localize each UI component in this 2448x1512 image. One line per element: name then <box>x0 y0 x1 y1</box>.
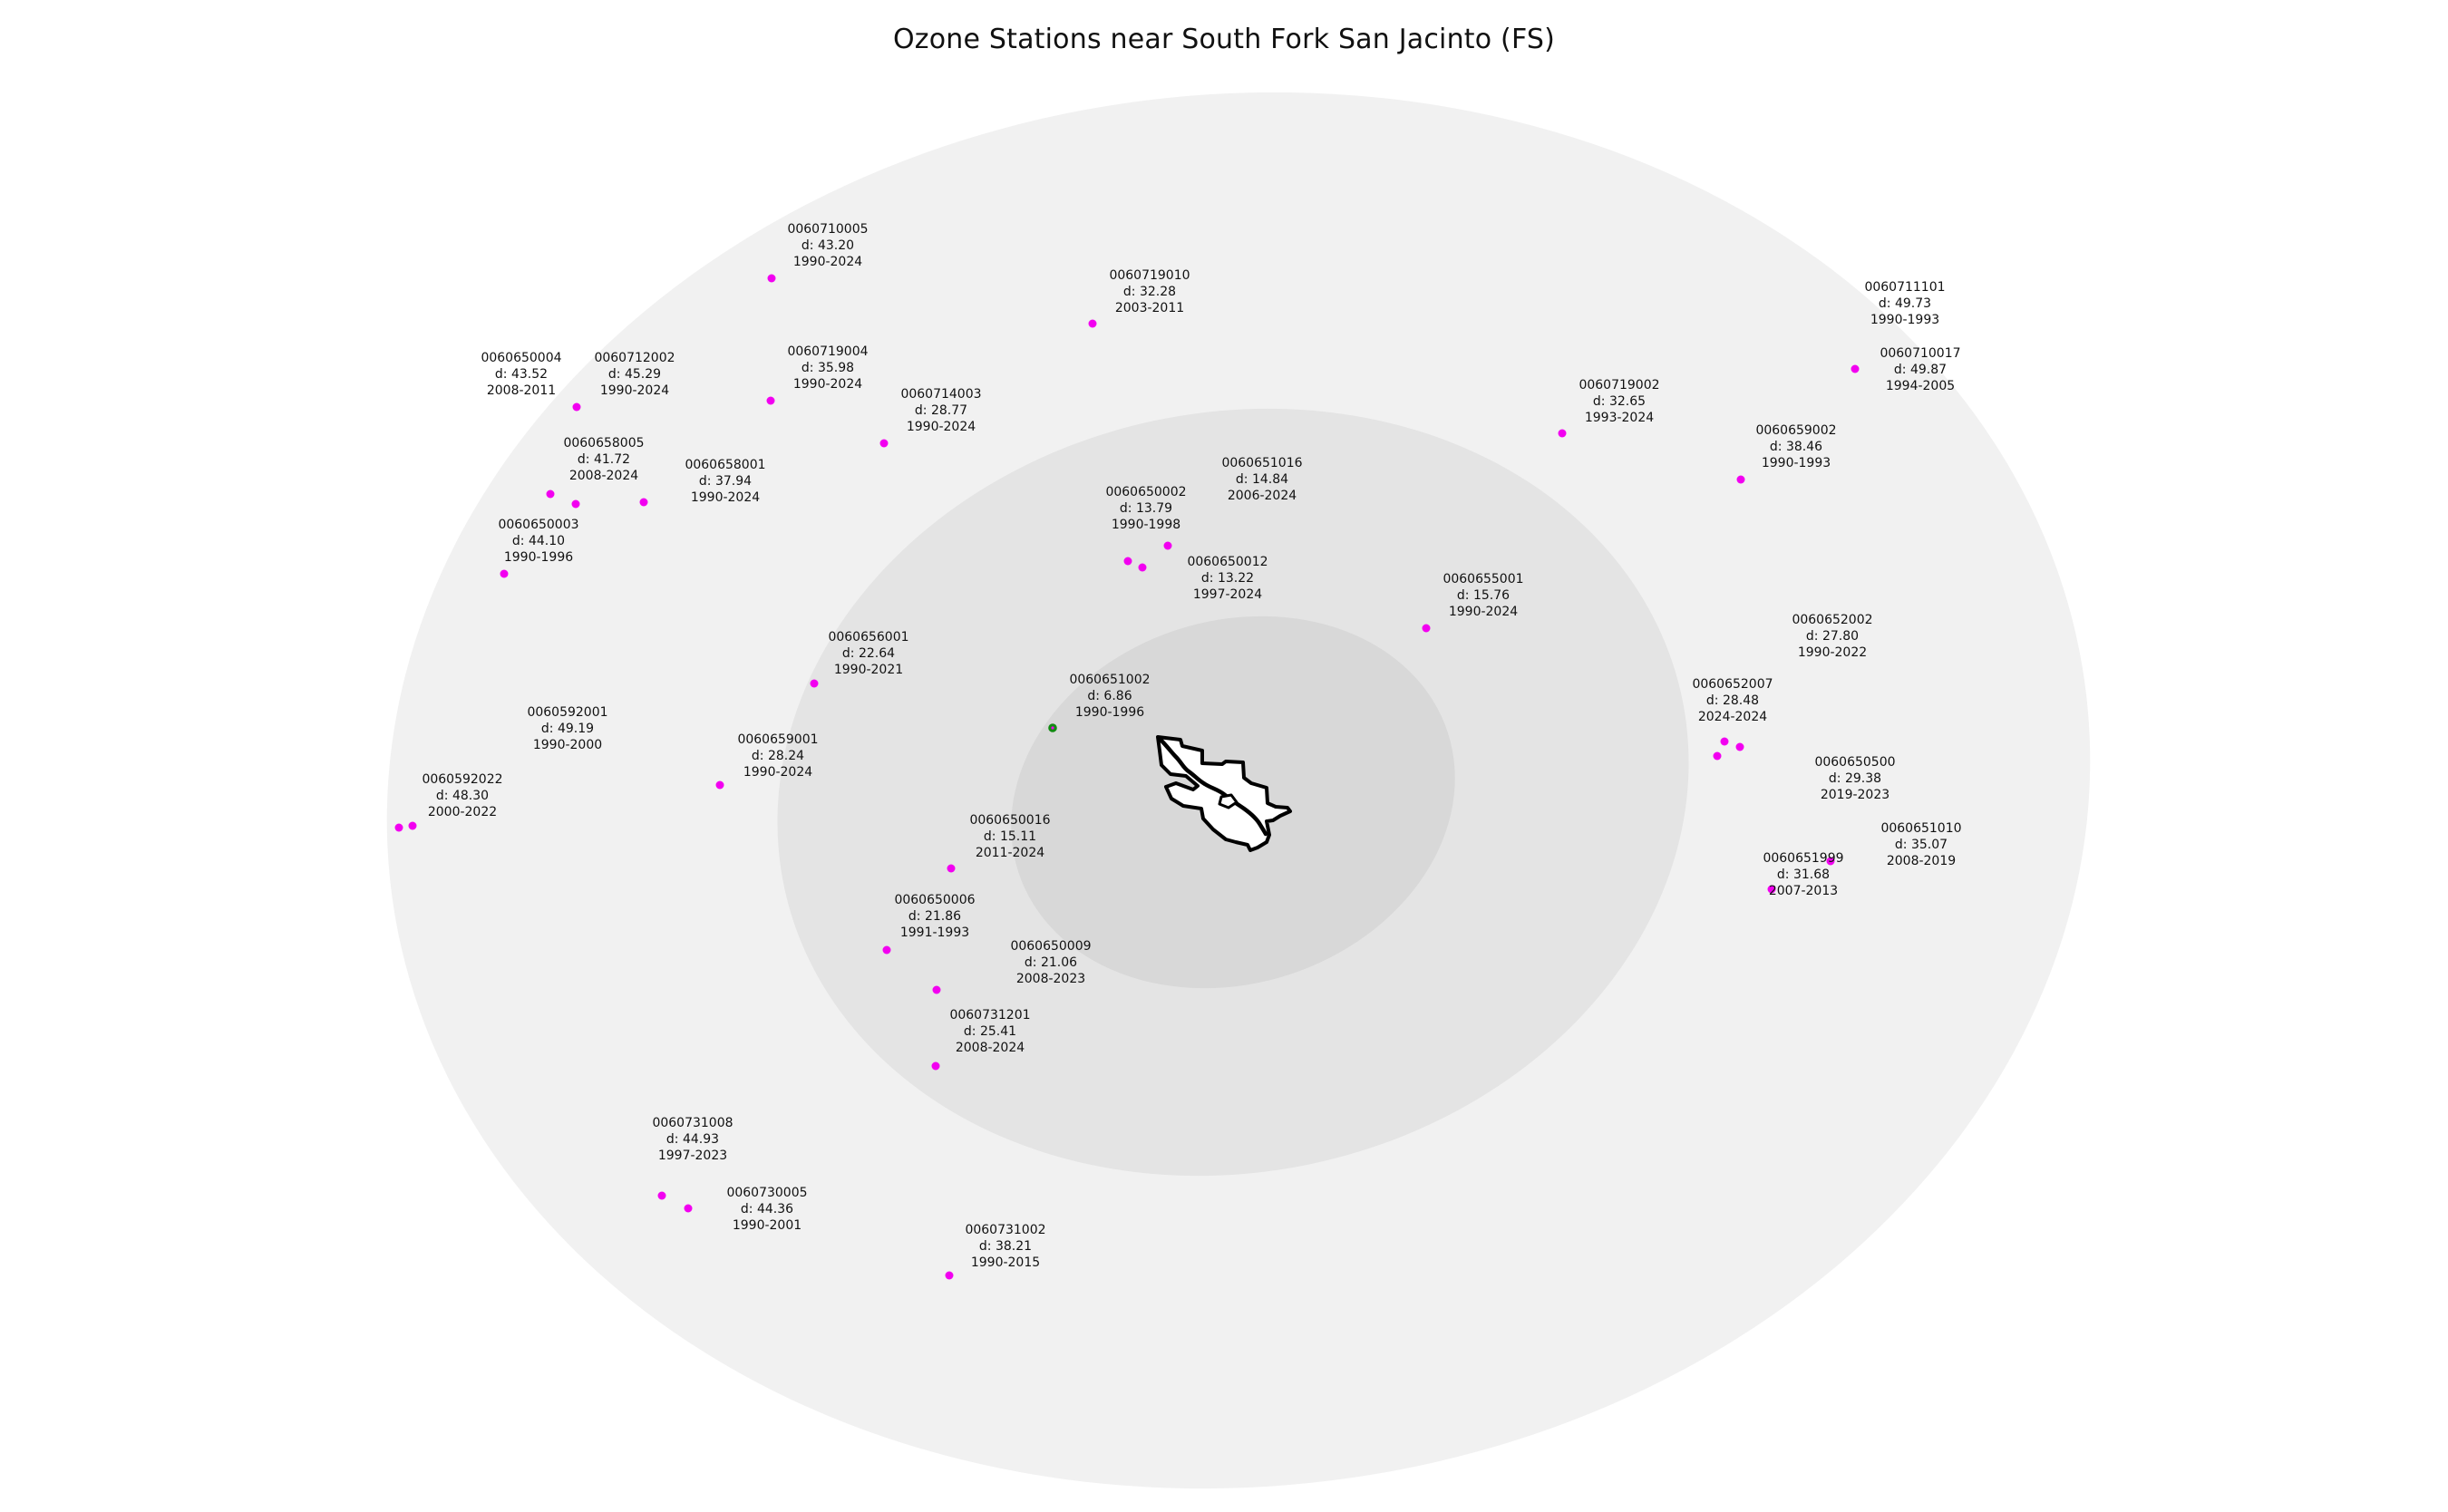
station-label: 0060719004 d: 35.98 1990-2024 <box>787 344 868 392</box>
station-label: 0060719010 d: 32.28 2003-2011 <box>1109 268 1190 315</box>
station-dot <box>932 985 941 994</box>
station-dot <box>1163 541 1172 550</box>
station-label: 0060652007 d: 28.48 2024-2024 <box>1692 677 1773 724</box>
station-dot <box>947 864 956 873</box>
station-dot <box>1826 857 1835 866</box>
station-label: 0060651999 d: 31.68 2007-2013 <box>1763 851 1843 898</box>
station-label: 0060658001 d: 37.94 1990-2024 <box>685 458 765 505</box>
station-dot <box>1088 319 1097 328</box>
station-dot <box>639 498 648 507</box>
station-label: 0060592001 d: 49.19 1990-2000 <box>527 705 607 752</box>
station-dot <box>1138 563 1147 572</box>
station-label: 0060712002 d: 45.29 1990-2024 <box>594 351 675 398</box>
station-label: 0060650012 d: 13.22 1997-2024 <box>1187 555 1268 602</box>
station-label: 0060714003 d: 28.77 1990-2024 <box>900 387 981 434</box>
station-label: 0060592022 d: 48.30 2000-2022 <box>422 772 502 819</box>
station-dot <box>810 679 819 688</box>
station-label: 0060658005 d: 41.72 2008-2024 <box>563 436 644 483</box>
station-label: 0060731002 d: 38.21 1990-2015 <box>965 1223 1045 1270</box>
station-label: 0060651002 d: 6.86 1990-1996 <box>1069 673 1150 720</box>
station-dot <box>931 1061 940 1071</box>
station-dot <box>571 499 580 509</box>
station-dot <box>1713 751 1722 761</box>
station-dot <box>1735 742 1744 751</box>
station-dot <box>572 402 581 412</box>
station-label: 0060710005 d: 43.20 1990-2024 <box>787 222 868 269</box>
station-label: 0060650002 d: 13.79 1990-1998 <box>1105 485 1186 532</box>
river-line <box>1158 737 1268 837</box>
station-label: 0060711101 d: 49.73 1990-1993 <box>1864 280 1945 327</box>
station-label: 0060650003 d: 44.10 1990-1996 <box>498 518 578 565</box>
station-dot-highlighted <box>1048 723 1057 732</box>
station-dot <box>1123 557 1132 566</box>
station-dot <box>546 489 555 499</box>
station-dot <box>882 945 891 955</box>
station-label: 0060650500 d: 29.38 2019-2023 <box>1814 755 1895 802</box>
station-label: 0060659002 d: 38.46 1990-1993 <box>1755 423 1836 470</box>
station-label: 0060651010 d: 35.07 2008-2019 <box>1880 821 1961 868</box>
station-dot <box>1736 475 1745 484</box>
station-label: 0060730005 d: 44.36 1990-2001 <box>726 1186 807 1233</box>
station-dot <box>1851 364 1860 373</box>
station-dot <box>684 1204 693 1213</box>
page-title: Ozone Stations near South Fork San Jacin… <box>892 24 1556 55</box>
station-label: 0060650016 d: 15.11 2011-2024 <box>969 813 1050 860</box>
watershed-island <box>1218 793 1239 809</box>
station-label: 0060710017 d: 49.87 1994-2005 <box>1880 346 1960 393</box>
station-label: 0060719002 d: 32.65 1993-2024 <box>1579 378 1659 425</box>
station-dot <box>394 823 403 832</box>
station-dot <box>408 821 417 830</box>
station-label: 0060659001 d: 28.24 1990-2024 <box>737 732 818 780</box>
station-dot <box>766 396 775 405</box>
station-label: 0060731201 d: 25.41 2008-2024 <box>949 1008 1030 1055</box>
station-dot <box>767 274 776 283</box>
station-label: 0060655001 d: 15.76 1990-2024 <box>1443 572 1523 619</box>
station-dot <box>1767 885 1776 894</box>
station-label: 0060650006 d: 21.86 1991-1993 <box>894 893 975 940</box>
station-dot <box>500 569 509 578</box>
station-dot <box>1422 624 1431 633</box>
station-dot <box>657 1191 666 1200</box>
station-dot <box>1558 429 1567 438</box>
station-dot <box>945 1271 954 1280</box>
station-label: 0060652002 d: 27.80 1990-2022 <box>1792 613 1872 660</box>
station-dot <box>715 780 724 790</box>
station-label: 0060731008 d: 44.93 1997-2023 <box>652 1116 733 1163</box>
station-label: 0060650004 d: 43.52 2008-2011 <box>481 351 561 398</box>
station-label: 0060651016 d: 14.84 2006-2024 <box>1221 456 1302 503</box>
station-dot <box>879 439 889 448</box>
station-dot <box>1720 737 1729 746</box>
station-label: 0060656001 d: 22.64 1990-2021 <box>828 630 908 677</box>
station-label: 0060650009 d: 21.06 2008-2023 <box>1010 939 1091 986</box>
